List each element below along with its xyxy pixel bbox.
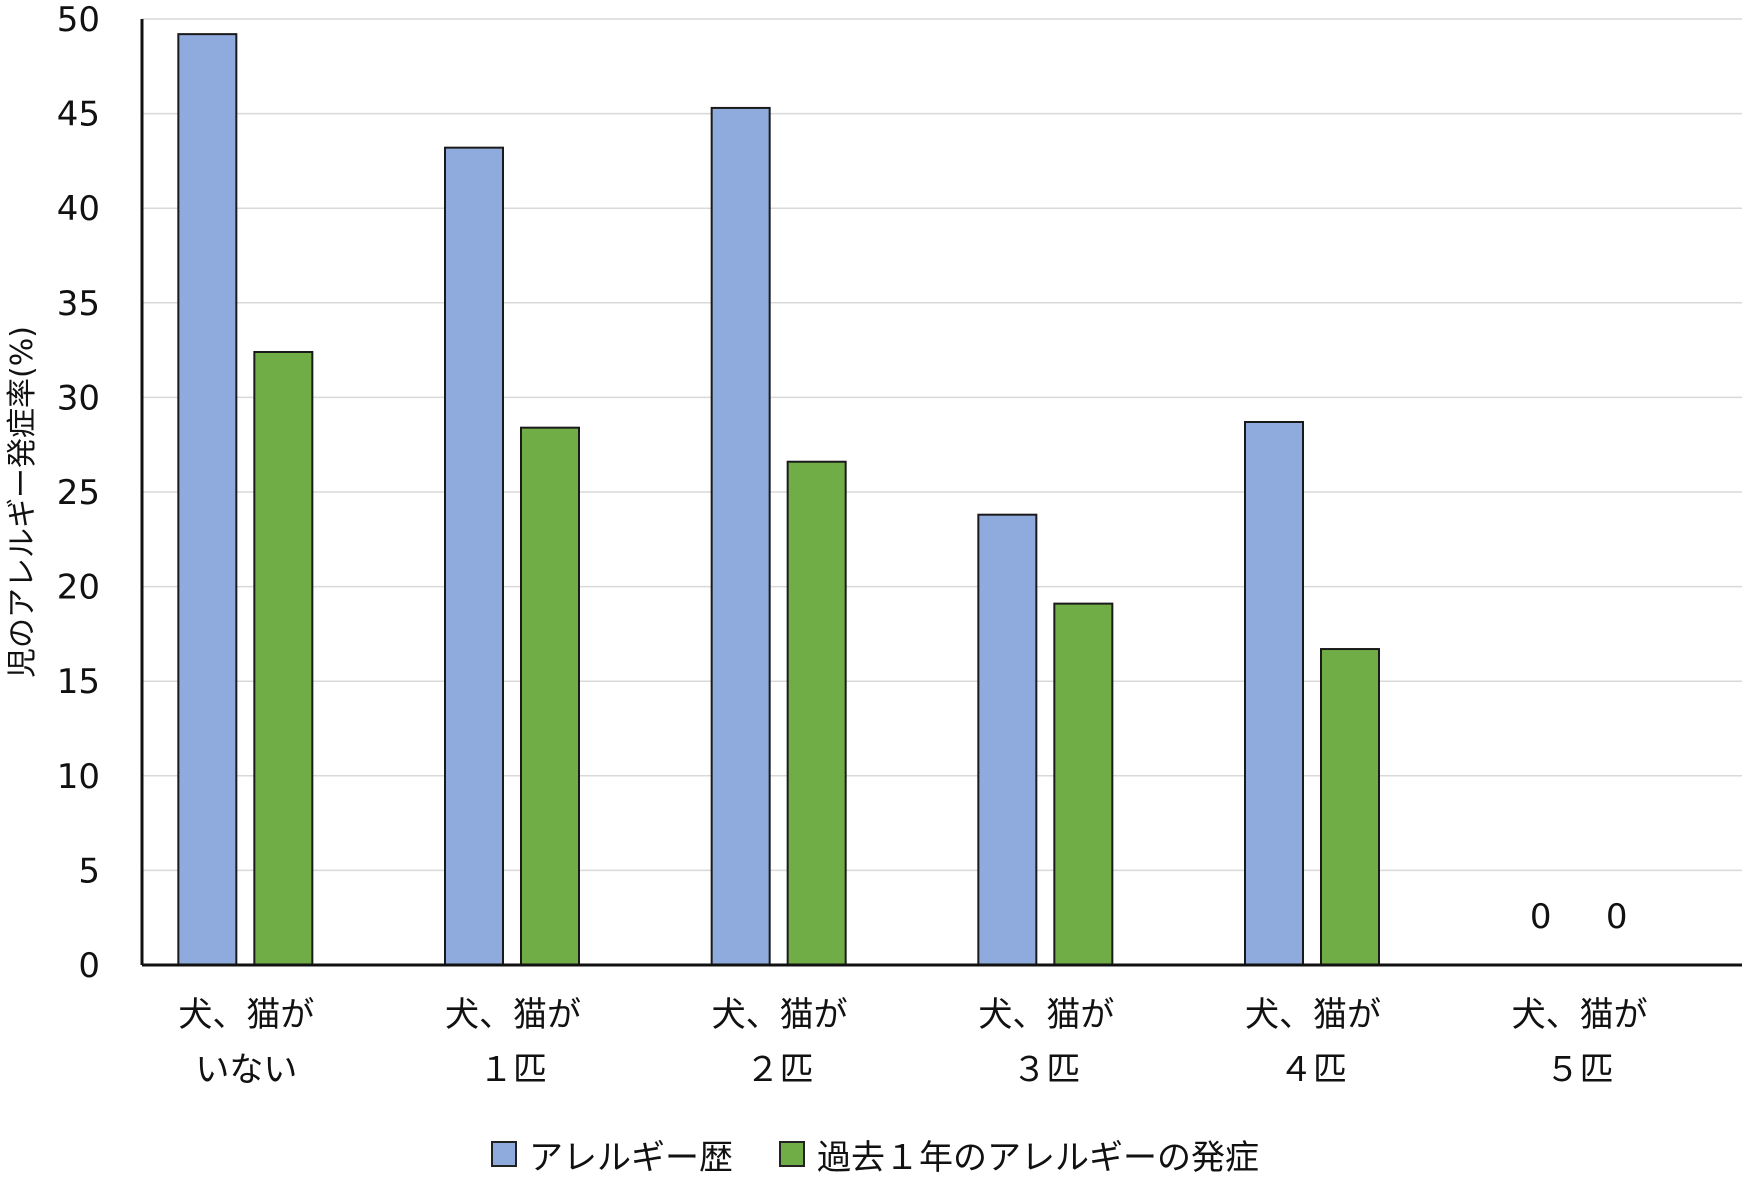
bar-series-1-cat-3 <box>1053 602 1114 966</box>
x-category-label: ３匹 <box>1012 1050 1080 1090</box>
x-category-label: ４匹 <box>1279 1050 1347 1090</box>
bar-series-0-cat-0 <box>177 33 238 967</box>
y-tick-label: 0 <box>78 946 100 986</box>
legend-item-allergy-history: アレルギー歴 <box>491 1130 733 1179</box>
y-tick-label: 10 <box>57 757 100 797</box>
x-category-label: 犬、猫が <box>1245 995 1381 1035</box>
legend-swatch-allergy-history <box>491 1141 517 1167</box>
legend-swatch-past-year-onset <box>779 1141 805 1167</box>
x-category-label: 犬、猫が <box>178 995 314 1035</box>
y-tick-label: 50 <box>57 0 100 40</box>
bars <box>177 33 1380 967</box>
bar-series-0-cat-1 <box>444 146 504 966</box>
x-category-label: ２匹 <box>746 1050 814 1090</box>
x-category-label: 犬、猫が <box>712 995 848 1035</box>
y-axis-label: 児のアレルギー発症率(%) <box>5 326 40 678</box>
legend: アレルギー歴 過去１年のアレルギーの発症 <box>0 1130 1750 1179</box>
x-category-label: ５匹 <box>1546 1050 1614 1090</box>
legend-label-allergy-history: アレルギー歴 <box>529 1137 733 1178</box>
legend-label-past-year-onset: 過去１年のアレルギーの発症 <box>817 1137 1259 1178</box>
legend-item-past-year-onset: 過去１年のアレルギーの発症 <box>779 1130 1259 1179</box>
x-category-label: 犬、猫が <box>1512 995 1648 1035</box>
y-tick-label: 30 <box>57 378 100 418</box>
bar-series-1-cat-2 <box>786 460 847 966</box>
data-label: 0 <box>1530 897 1552 937</box>
y-tick-label: 5 <box>78 851 100 891</box>
y-tick-label: 35 <box>57 284 100 324</box>
bar-series-1-cat-0 <box>253 350 314 966</box>
x-category-label: 犬、猫が <box>445 995 581 1035</box>
bar-series-1-cat-4 <box>1320 648 1380 966</box>
data-label: 0 <box>1606 897 1628 937</box>
bar-series-0-cat-3 <box>977 513 1038 966</box>
x-category-label: １匹 <box>479 1050 547 1090</box>
bar-series-0-cat-4 <box>1244 420 1304 967</box>
gridlines <box>142 18 1742 872</box>
x-category-label: 犬、猫が <box>978 995 1114 1035</box>
y-tick-label: 25 <box>57 473 100 513</box>
y-tick-label: 40 <box>57 189 100 229</box>
x-category-label: いない <box>195 1050 297 1090</box>
y-tick-label: 15 <box>57 662 100 702</box>
y-tick-label: 20 <box>57 568 100 608</box>
y-axis-ticks: 0 5 10 15 20 25 30 35 40 45 50 <box>57 0 100 986</box>
bar-series-0-cat-2 <box>710 106 771 966</box>
y-tick-label: 45 <box>57 95 100 135</box>
bar-series-1-cat-1 <box>520 426 580 966</box>
